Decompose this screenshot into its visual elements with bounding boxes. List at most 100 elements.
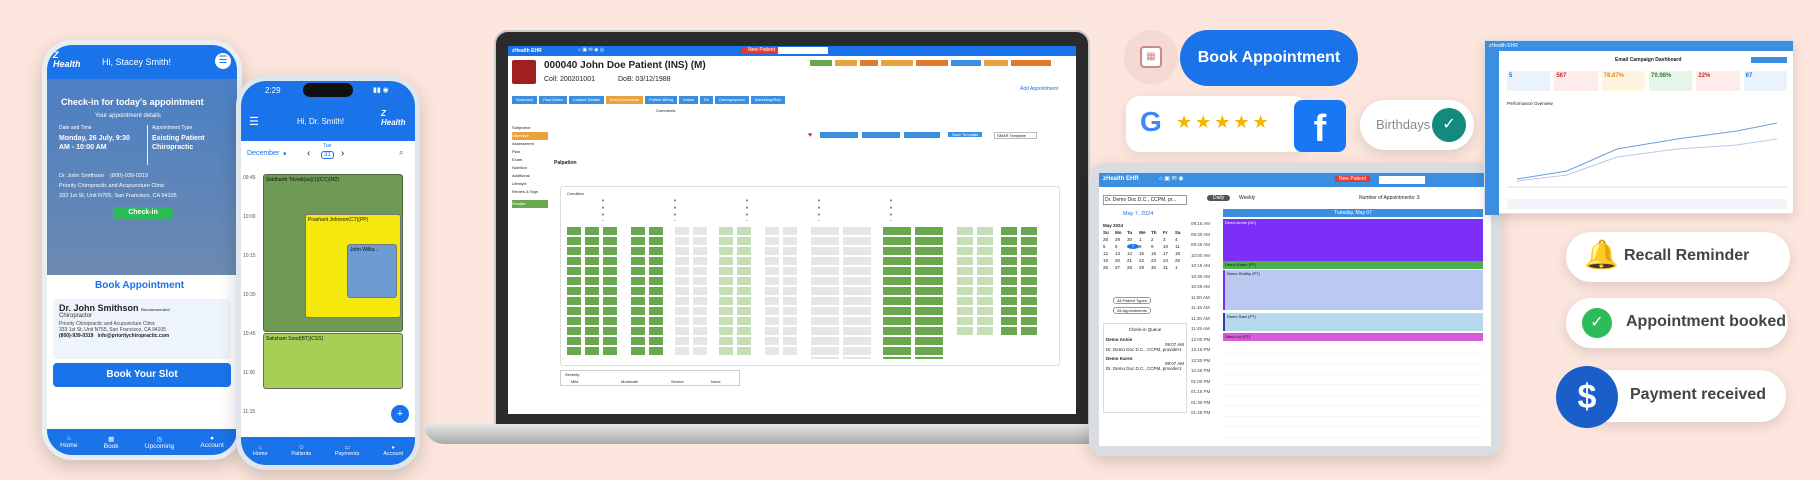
heart-icon[interactable]: ♥ bbox=[808, 132, 813, 139]
action-button[interactable] bbox=[951, 60, 981, 66]
action-button[interactable] bbox=[860, 60, 878, 66]
tab-billing[interactable]: Patient Billing bbox=[644, 96, 678, 104]
save-template-button[interactable]: Save Template bbox=[948, 132, 983, 137]
menu-item[interactable]: Exam bbox=[512, 157, 523, 162]
action-button[interactable] bbox=[1011, 60, 1051, 66]
menu-item[interactable]: Additional bbox=[512, 173, 530, 178]
tab-summary[interactable]: Summary bbox=[512, 96, 538, 104]
calendar-day[interactable]: 19 bbox=[1103, 258, 1109, 263]
calendar-day[interactable]: 20 bbox=[1115, 258, 1121, 263]
action-button[interactable] bbox=[835, 60, 857, 66]
smart-template-select[interactable]: SMAR Template bbox=[994, 132, 1037, 139]
filter-appointments[interactable]: All Appointments bbox=[1113, 307, 1151, 314]
calendar-day[interactable]: 5 bbox=[1103, 244, 1106, 249]
nav-account[interactable]: ● Account bbox=[200, 435, 224, 449]
action-button[interactable] bbox=[916, 60, 948, 66]
view-daily[interactable]: Daily bbox=[1207, 195, 1231, 201]
severity-option[interactable]: None bbox=[711, 379, 721, 384]
day-num[interactable]: 31 bbox=[321, 151, 334, 159]
calendar-day[interactable]: 7 bbox=[1127, 244, 1139, 249]
tab-eval[interactable]: Eval Documents bbox=[605, 96, 643, 104]
tab-dx[interactable]: Dx bbox=[700, 96, 713, 104]
form-button[interactable] bbox=[820, 132, 858, 138]
calendar-day[interactable]: 4 bbox=[1175, 237, 1178, 242]
calendar-day[interactable]: 24 bbox=[1163, 258, 1169, 263]
calendar-day[interactable]: 29 bbox=[1139, 265, 1145, 270]
nav-home[interactable]: ⌂ Home bbox=[60, 435, 77, 449]
calendar-day[interactable]: 11 bbox=[1175, 244, 1180, 249]
add-appointment-link[interactable]: Add Appointment bbox=[1020, 86, 1059, 92]
calendar-day[interactable]: 1 bbox=[1139, 237, 1142, 242]
severity-option[interactable]: Moderate bbox=[621, 379, 638, 384]
doctor-card[interactable]: Dr. John Smithson Recommended Chiropract… bbox=[53, 299, 231, 359]
tab-demographics[interactable]: Demographics bbox=[715, 96, 749, 104]
calendar-day[interactable]: 28 bbox=[1103, 237, 1109, 242]
menu-item[interactable]: Assessment bbox=[512, 141, 534, 146]
search-icon[interactable]: ⌕ bbox=[399, 148, 404, 157]
new-patient-button[interactable]: New Patient bbox=[1335, 176, 1370, 182]
provider-select[interactable]: Dr. Demo Doc D.C., CCPM, pr... bbox=[1103, 195, 1187, 205]
book-slot-button[interactable]: Book Your Slot bbox=[53, 363, 231, 387]
facebook-icon[interactable]: f bbox=[1294, 100, 1346, 152]
event-block[interactable]: Demo Smithy (PT) bbox=[1223, 270, 1483, 310]
calendar-day[interactable]: 26 bbox=[1103, 265, 1109, 270]
calendar-day[interactable]: 22 bbox=[1139, 258, 1145, 263]
calendar-day[interactable]: 30 bbox=[1127, 237, 1133, 242]
calendar-day[interactable]: 27 bbox=[1115, 265, 1121, 270]
calendar-day[interactable]: 29 bbox=[1115, 237, 1121, 242]
prev-icon[interactable]: ‹ bbox=[307, 148, 311, 159]
menu-item[interactable]: Lifestyle bbox=[512, 181, 527, 186]
calendar-day[interactable]: 17 bbox=[1163, 251, 1169, 256]
appointment-block[interactable]: John Willia... bbox=[347, 244, 397, 298]
event-block[interactable]: Demo Karen (PT) bbox=[1223, 261, 1483, 269]
menu-icon[interactable]: ☰ bbox=[249, 116, 259, 128]
tab-marketing[interactable]: Marketing/Rep bbox=[750, 96, 785, 104]
checkin-button[interactable]: Check-in bbox=[113, 207, 173, 219]
menu-item[interactable]: Nutrition bbox=[512, 165, 527, 170]
calendar-day[interactable]: 18 bbox=[1175, 251, 1181, 256]
event-block[interactable]: Demo Lu (PT) bbox=[1223, 333, 1483, 341]
calendar-day[interactable]: 3 bbox=[1163, 237, 1166, 242]
book-appointment-button[interactable]: Book Appointment bbox=[1180, 30, 1358, 86]
calendar-day[interactable]: 9 bbox=[1151, 244, 1154, 249]
patient-search[interactable] bbox=[778, 47, 828, 54]
nav-patients[interactable]: ⚇ Patients bbox=[291, 445, 311, 457]
calendar-day[interactable]: 23 bbox=[1151, 258, 1157, 263]
calendar-day[interactable]: 28 bbox=[1127, 265, 1133, 270]
filter-patient-types[interactable]: All Patient Types bbox=[1113, 297, 1151, 304]
form-button[interactable] bbox=[862, 132, 900, 138]
calendar-day[interactable]: 8 bbox=[1139, 244, 1142, 249]
nav-home[interactable]: ⌂ Home bbox=[253, 445, 268, 457]
calendar-day[interactable]: 13 bbox=[1115, 251, 1121, 256]
calendar-day[interactable]: 14 bbox=[1127, 251, 1133, 256]
calendar-day[interactable]: 2 bbox=[1151, 237, 1154, 242]
action-button[interactable] bbox=[984, 60, 1008, 66]
calendar-day[interactable]: 12 bbox=[1103, 251, 1109, 256]
queue-item[interactable]: Demo Annie 09:07 AM Dr. Demo Doc D.C., C… bbox=[1104, 335, 1186, 354]
view-weekly[interactable]: Weekly bbox=[1239, 195, 1256, 201]
calendar-day[interactable]: 31 bbox=[1163, 265, 1169, 270]
queue-item[interactable]: Demo Karen 09:07 AM Dr. Demo Doc D.C., C… bbox=[1104, 354, 1186, 373]
menu-item[interactable]: Finalize bbox=[512, 200, 548, 208]
birthdays-toggle[interactable]: Birthdays ✓ bbox=[1360, 100, 1474, 150]
action-button[interactable] bbox=[810, 60, 832, 66]
tab-intake[interactable]: Intake bbox=[679, 96, 699, 104]
nav-payments[interactable]: ▭ Payments bbox=[335, 445, 359, 457]
severity-option[interactable]: Severe bbox=[671, 379, 684, 384]
menu-item[interactable]: Review & Sign bbox=[512, 189, 539, 194]
search-field[interactable] bbox=[1379, 176, 1425, 184]
menu-icon[interactable]: ☰ bbox=[215, 53, 231, 69]
menu-item[interactable]: Subjective bbox=[512, 125, 531, 130]
tab-contact[interactable]: Contact Details bbox=[568, 96, 604, 104]
date-display[interactable]: May 7, 2024 bbox=[1123, 211, 1154, 217]
menu-item[interactable]: Objective bbox=[512, 132, 548, 140]
next-icon[interactable]: › bbox=[341, 148, 345, 159]
appointment-block[interactable]: Saksham Sood(BT)(CSS) bbox=[263, 333, 403, 389]
month-select[interactable]: December bbox=[247, 150, 280, 157]
calendar-day[interactable]: 10 bbox=[1163, 244, 1169, 249]
action-button[interactable] bbox=[881, 60, 913, 66]
calendar-day[interactable]: 1 bbox=[1175, 265, 1178, 270]
calendar-day[interactable]: 6 bbox=[1115, 244, 1118, 249]
new-patient-button[interactable]: New Patient bbox=[742, 47, 781, 53]
form-button[interactable] bbox=[904, 132, 940, 138]
